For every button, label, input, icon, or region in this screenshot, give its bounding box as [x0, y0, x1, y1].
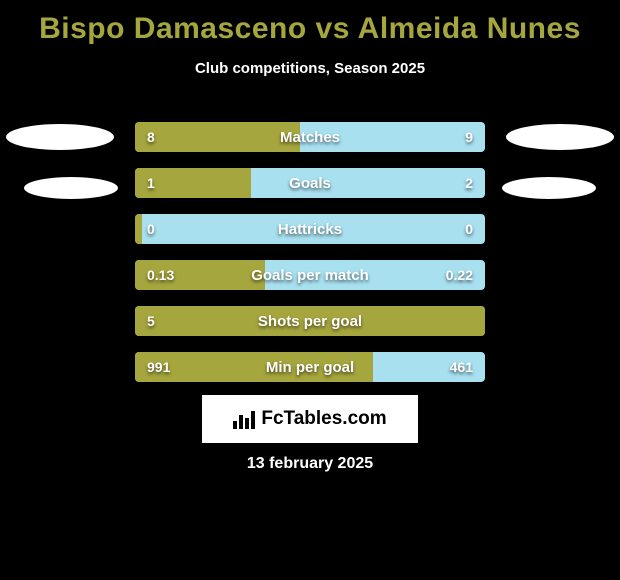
stat-row: Hattricks0 0: [135, 214, 485, 244]
stat-value-left: 0: [147, 214, 155, 244]
player1-name: Bispo Damasceno: [39, 12, 307, 45]
bar-chart-icon: [233, 409, 255, 429]
stat-row: Goals1 2: [135, 168, 485, 198]
player1-avatar-placeholder: [24, 177, 118, 199]
date-text: 13 february 2025: [0, 455, 620, 473]
stat-label: Hattricks: [135, 214, 485, 244]
stat-value-left: 1: [147, 168, 155, 198]
player2-avatar-placeholder: [502, 177, 596, 199]
page-title: Bispo Damasceno vs Almeida Nunes: [0, 0, 620, 46]
player2-name: Almeida Nunes: [358, 12, 581, 45]
stat-label: Matches: [135, 122, 485, 152]
stat-value-right: 2: [465, 168, 473, 198]
stat-row: Shots per goal5: [135, 306, 485, 336]
stat-value-right: 461: [450, 352, 473, 382]
stat-value-right: 9: [465, 122, 473, 152]
stat-value-right: 0: [465, 214, 473, 244]
brand-text: FcTables.com: [261, 408, 386, 430]
stat-value-right: 0.22: [446, 260, 473, 290]
stat-value-left: 8: [147, 122, 155, 152]
player2-avatar-placeholder: [506, 124, 614, 150]
stats-chart: Matches8 9 Goals1 2 Hattricks0 0 Goals per mat…: [135, 122, 485, 398]
stat-label: Shots per goal: [135, 306, 485, 336]
stat-label: Goals per match: [135, 260, 485, 290]
stat-value-left: 5: [147, 306, 155, 336]
stat-row: Matches8 9: [135, 122, 485, 152]
brand-badge: FcTables.com: [202, 395, 418, 443]
stat-value-left: 991: [147, 352, 170, 382]
stat-row: Min per goal991 461: [135, 352, 485, 382]
stat-label: Min per goal: [135, 352, 485, 382]
player1-avatar-placeholder: [6, 124, 114, 150]
stat-label: Goals: [135, 168, 485, 198]
stat-row: Goals per match0.13 0.22: [135, 260, 485, 290]
subtitle: Club competitions, Season 2025: [0, 60, 620, 77]
vs-separator: vs: [316, 12, 350, 45]
stat-value-left: 0.13: [147, 260, 174, 290]
